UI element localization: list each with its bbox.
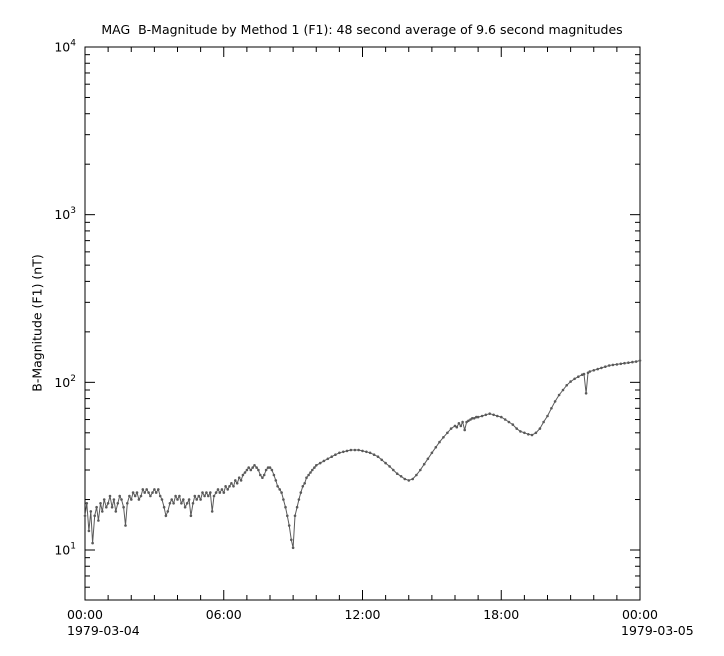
axis-ticks: [84, 46, 641, 600]
svg-text:101: 101: [54, 542, 76, 558]
axis-tick-labels: 00:00 06:00 12:00 18:00 00:00 101 102 103 104: [54, 39, 658, 623]
chart-title: MAG B-Magnitude by Method 1 (F1): 48 sec…: [101, 22, 623, 37]
x-axis-end-date-label: 1979-03-05: [621, 623, 694, 638]
svg-text:12:00: 12:00: [344, 607, 380, 622]
svg-text:104: 104: [54, 39, 76, 55]
svg-text:06:00: 06:00: [206, 607, 242, 622]
axes-box: [84, 46, 641, 601]
x-axis-start-date-label: 1979-03-04: [67, 623, 140, 638]
svg-text:103: 103: [54, 206, 76, 222]
svg-text:18:00: 18:00: [483, 607, 519, 622]
svg-text:00:00: 00:00: [622, 607, 658, 622]
svg-text:102: 102: [54, 374, 76, 390]
data-series: [83, 359, 642, 550]
svg-text:00:00: 00:00: [67, 607, 103, 622]
